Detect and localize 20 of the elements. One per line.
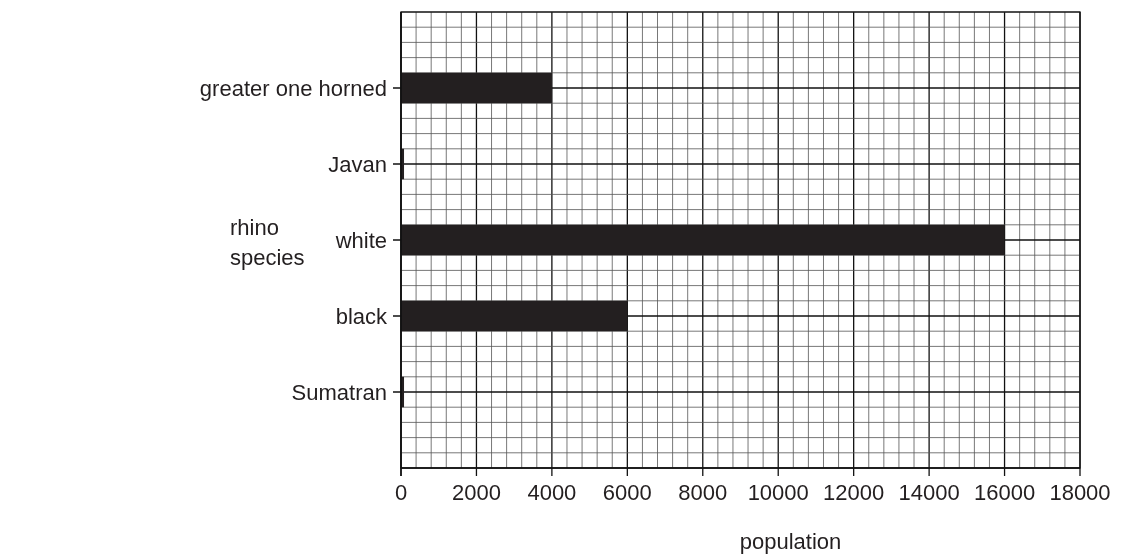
y-tick-label: white — [334, 228, 387, 253]
bar — [401, 300, 628, 332]
x-tick-label: 10000 — [747, 480, 809, 505]
x-tick-label: 0 — [394, 480, 408, 505]
x-tick-label: 14000 — [898, 480, 960, 505]
x-tick-label: 16000 — [973, 480, 1036, 505]
x-tick-label: 18000 — [1049, 480, 1111, 505]
y-tick-label: Javan — [328, 152, 387, 177]
x-tick-label: 12000 — [823, 480, 885, 505]
x-tick-label: 4000 — [527, 480, 577, 505]
x-axis-title: population — [739, 529, 842, 554]
bar — [401, 72, 552, 104]
y-axis-title: rhino species — [230, 215, 305, 270]
x-tick-label: 8000 — [678, 480, 728, 505]
x-tick-label: 6000 — [602, 480, 652, 505]
y-tick-label: black — [335, 304, 388, 329]
x-tick-label: 2000 — [451, 480, 501, 505]
y-tick-label: Sumatran — [291, 380, 387, 405]
y-tick-label: greater one horned — [199, 76, 387, 101]
bar — [401, 224, 1005, 256]
